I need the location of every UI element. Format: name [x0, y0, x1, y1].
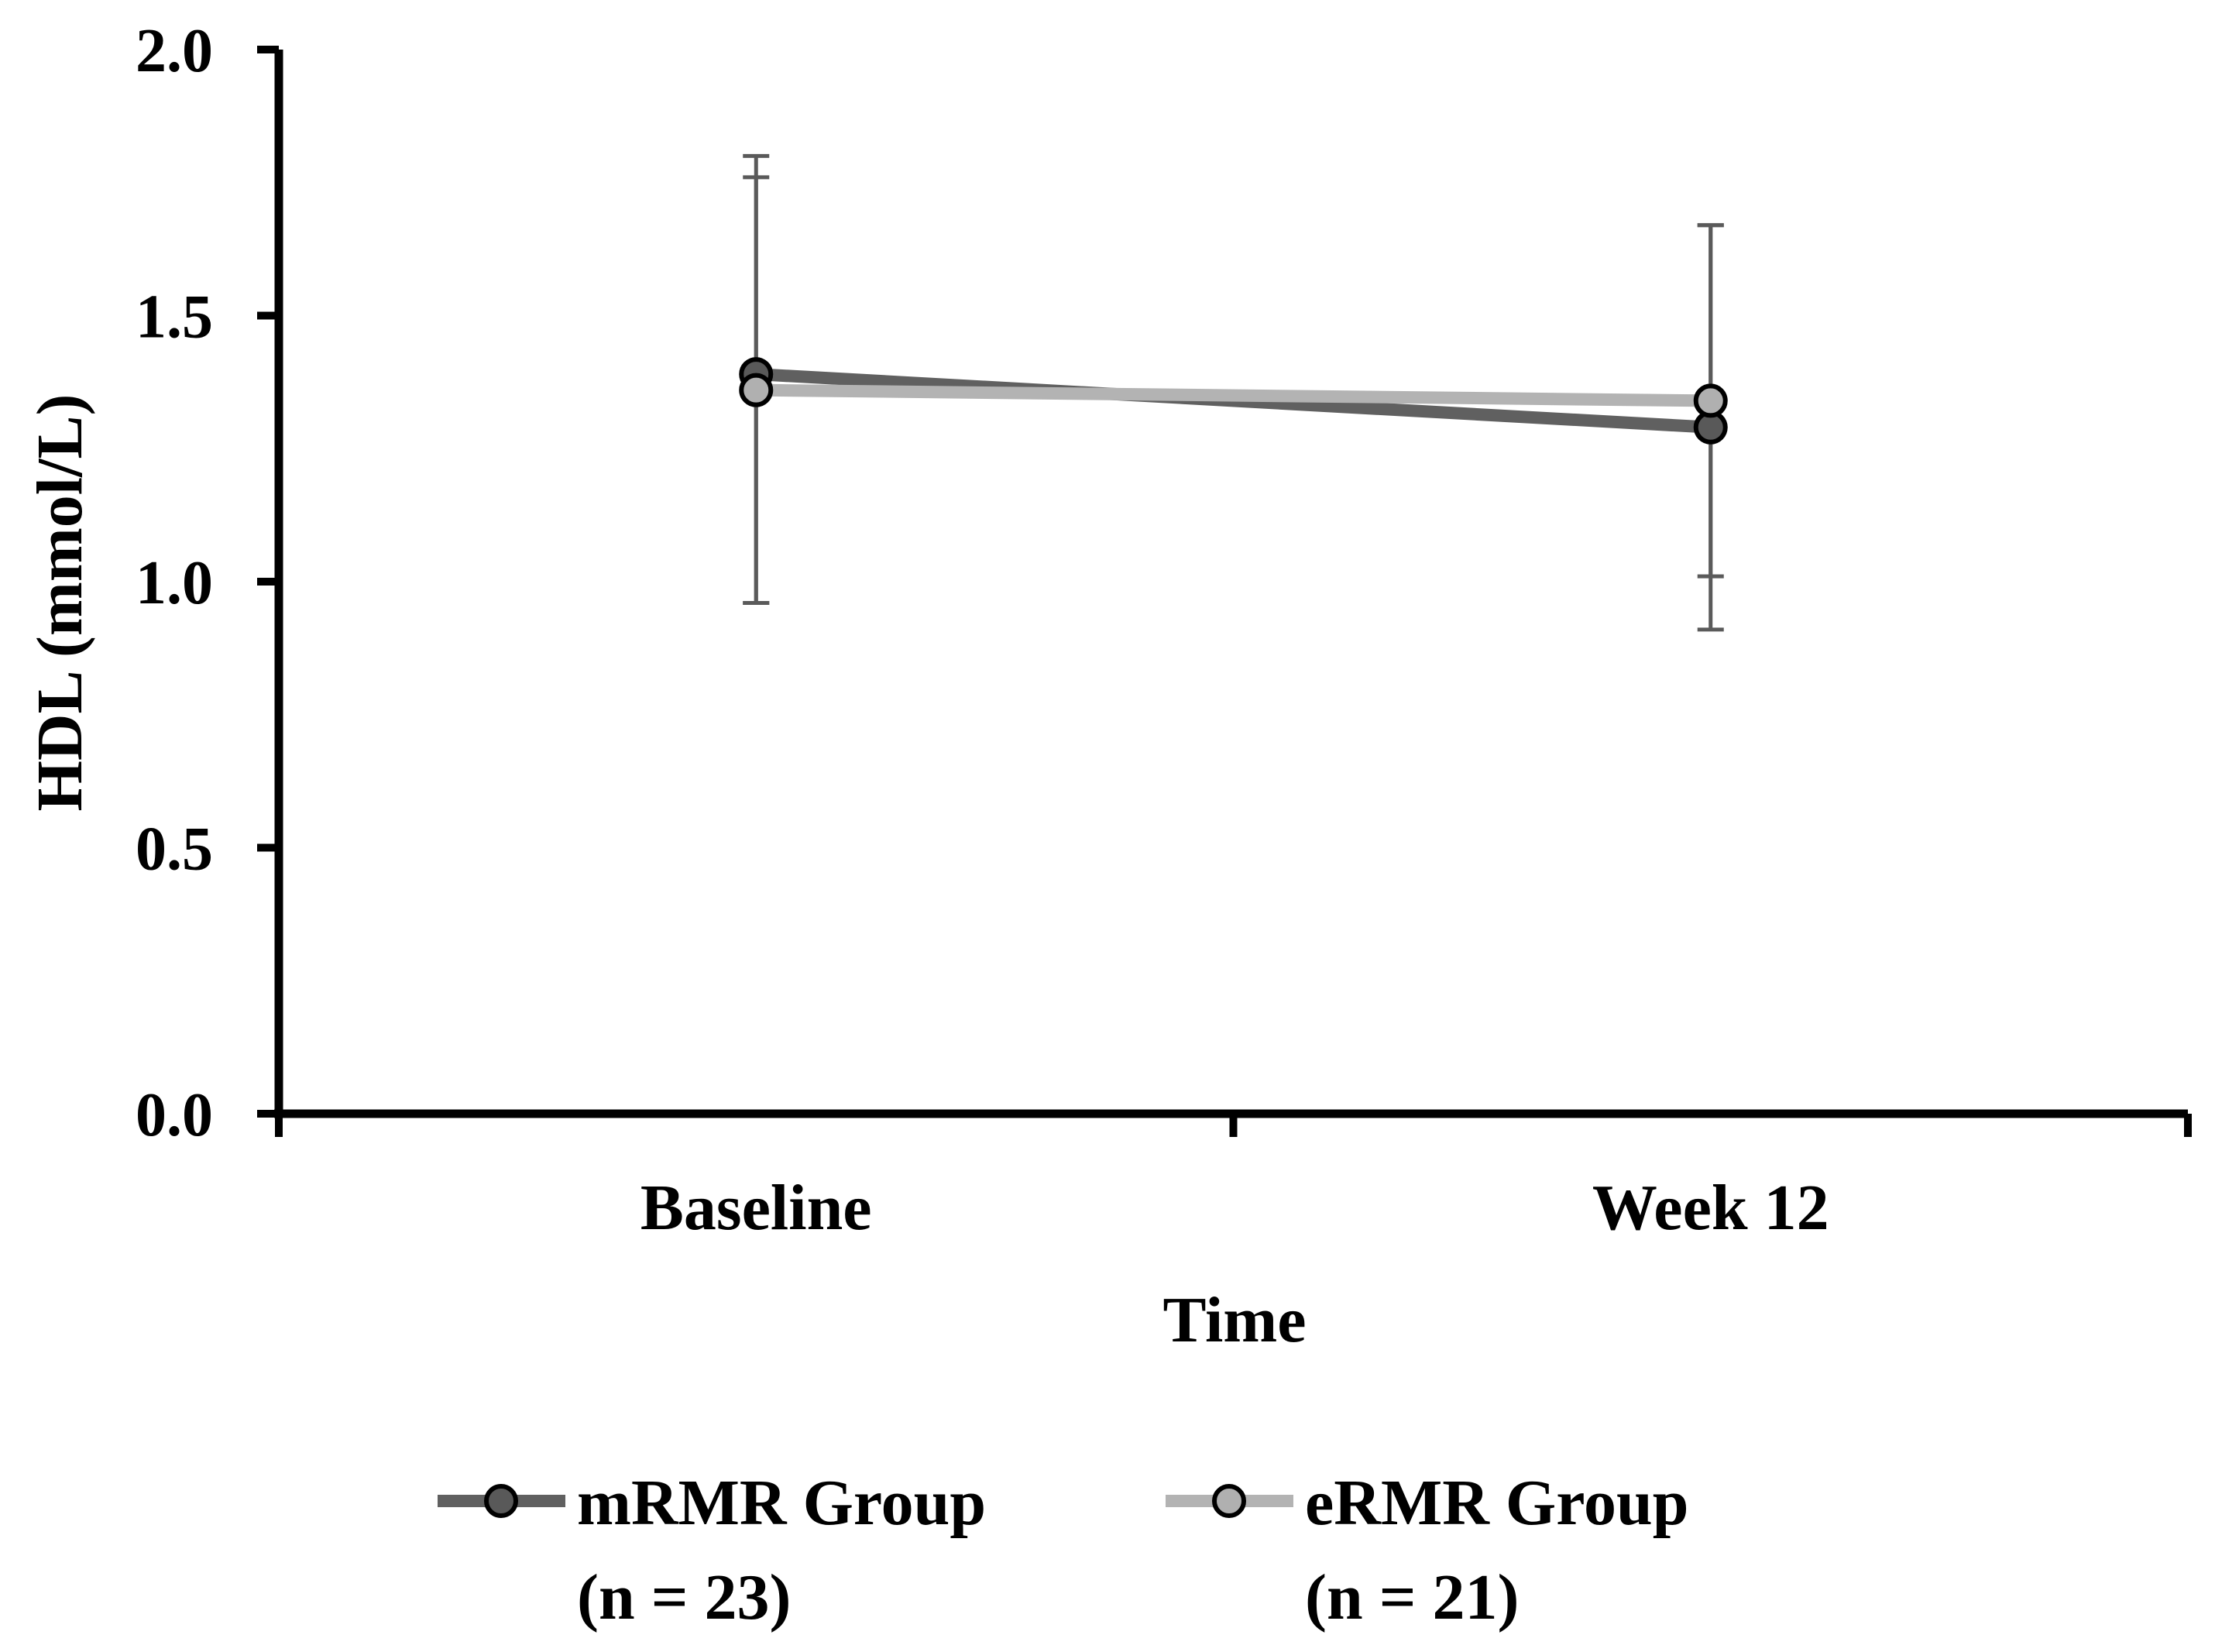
- data-point: [739, 373, 774, 407]
- legend: mRMR Group (n = 23) eRMR Group (n = 21): [438, 1467, 1688, 1633]
- legend-item: mRMR Group (n = 23): [438, 1467, 986, 1633]
- x-tick-label: Baseline: [640, 1172, 872, 1244]
- y-tick-label: 1.0: [136, 549, 213, 617]
- legend-label-sample-size: (n = 21): [1305, 1561, 1520, 1633]
- legend-swatch-marker: [1212, 1484, 1246, 1518]
- y-tick-label: 1.5: [136, 283, 213, 352]
- y-tick-label: 0.0: [136, 1081, 213, 1149]
- x-axis-ticks: Baseline Week 12: [275, 1114, 2192, 1244]
- y-tick-label: 0.5: [136, 816, 213, 884]
- series-line: [750, 383, 1717, 407]
- x-tick-label: Week 12: [1592, 1172, 1829, 1244]
- legend-label-sample-size: (n = 23): [577, 1561, 792, 1633]
- x-axis-title: Time: [1162, 1284, 1306, 1356]
- y-tick-label: 2.0: [136, 17, 213, 85]
- y-axis-title: HDL (mmol/L): [24, 394, 96, 812]
- legend-label: mRMR Group: [577, 1467, 986, 1539]
- y-axis-ticks: 0.0 0.5 1.0 1.5 2.0: [136, 17, 279, 1149]
- data-point: [1693, 383, 1728, 418]
- series-layer: [739, 153, 1728, 632]
- legend-label: eRMR Group: [1305, 1467, 1688, 1539]
- legend-swatch-marker: [484, 1484, 518, 1518]
- plot-area: [274, 50, 2188, 1118]
- legend-item: eRMR Group (n = 21): [1166, 1467, 1688, 1633]
